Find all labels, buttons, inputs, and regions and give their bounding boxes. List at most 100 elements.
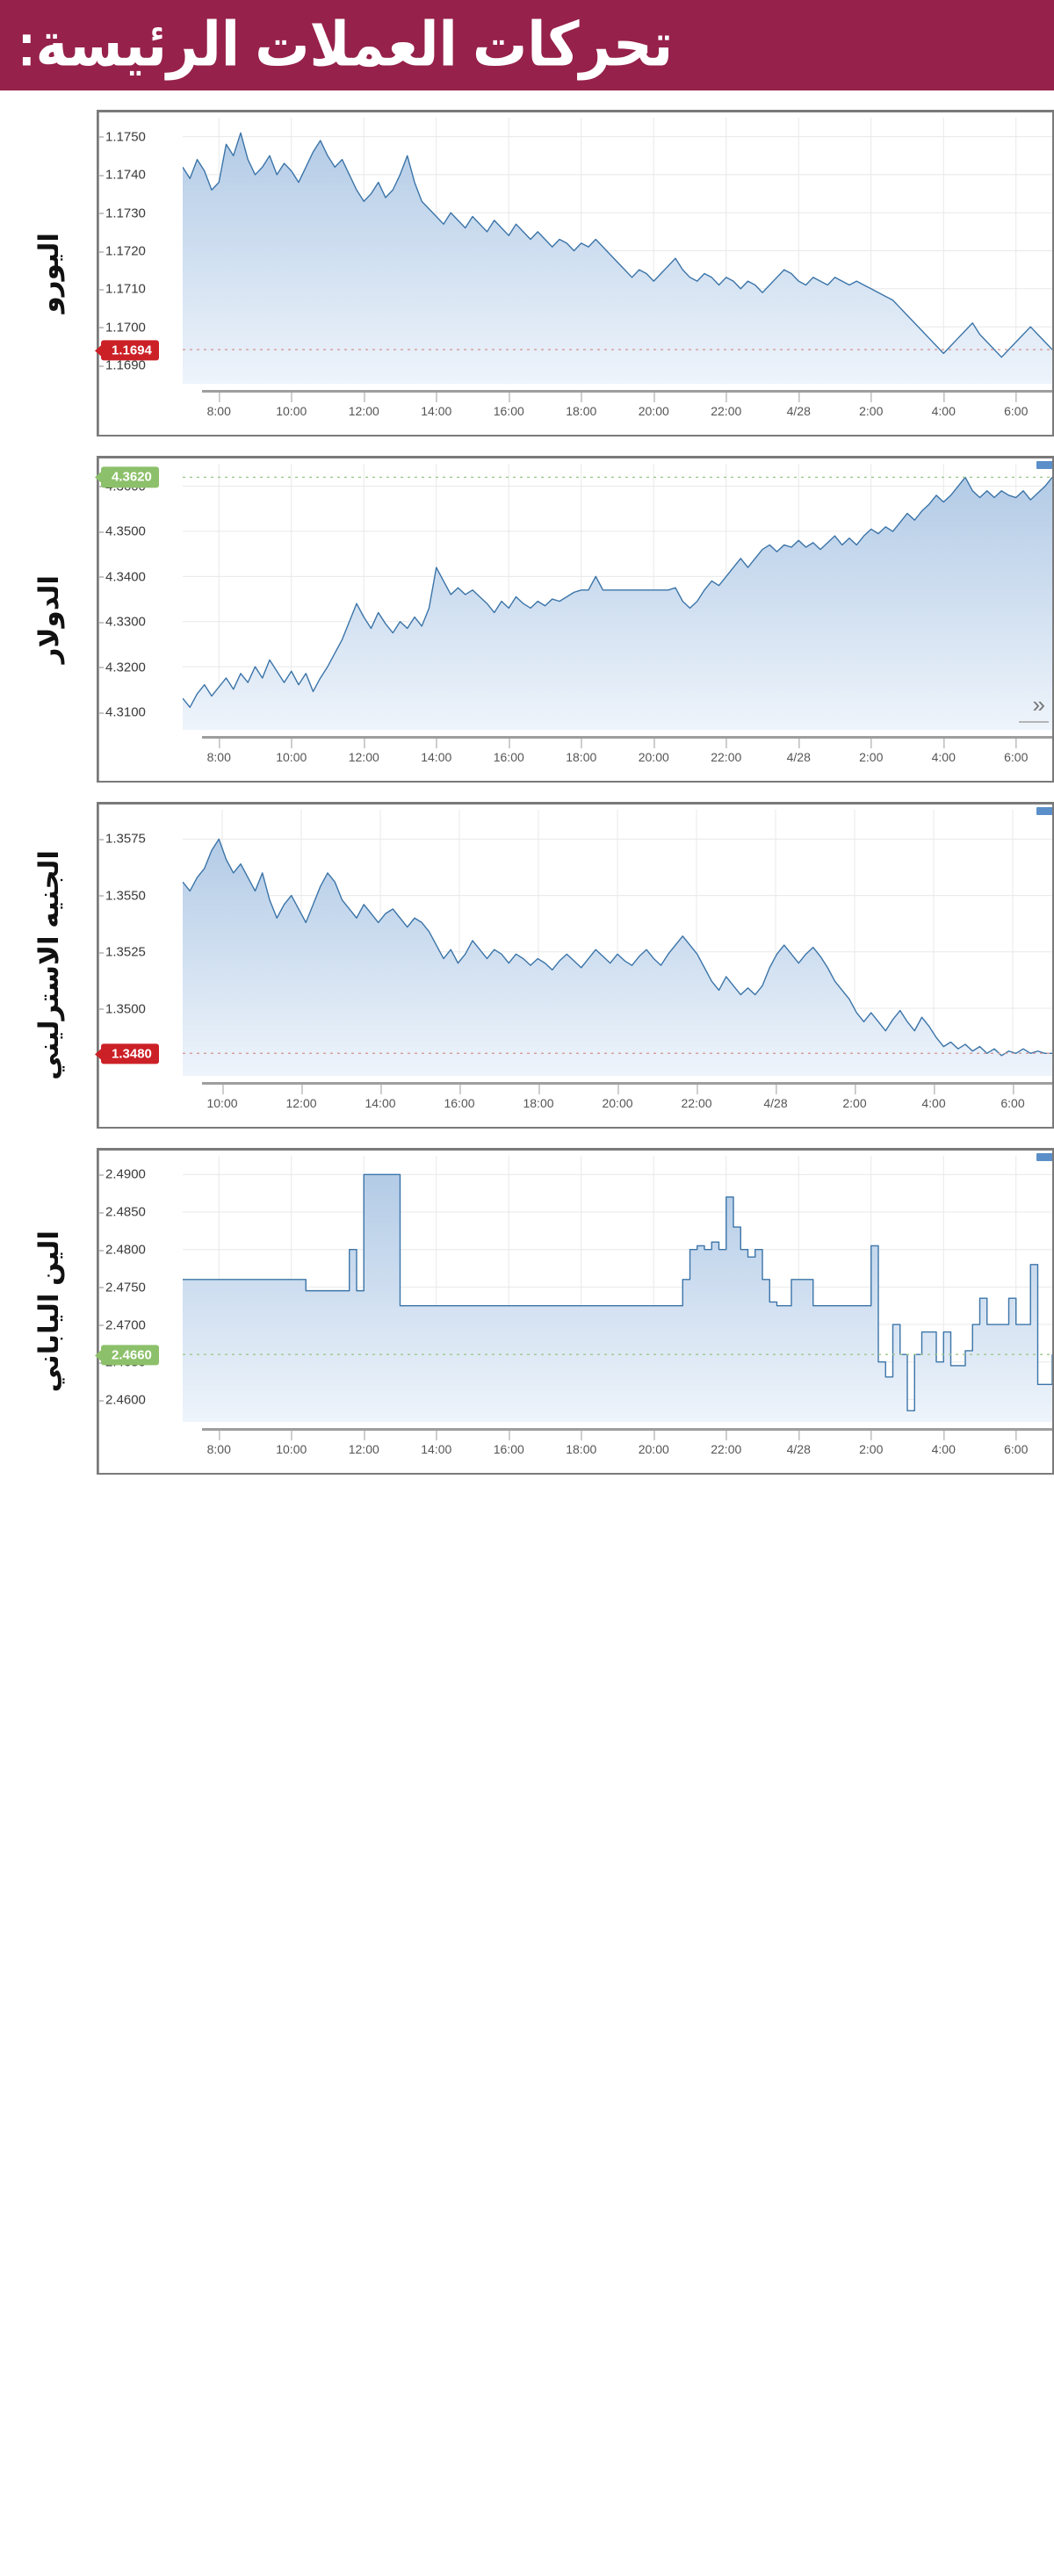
x-axis-tick-label: 22:00	[711, 1431, 741, 1456]
x-axis-tick-label: 10:00	[276, 1431, 307, 1456]
series-svg-sterling	[183, 810, 1052, 1076]
x-axis-tick-label: 8:00	[207, 1431, 231, 1456]
horizontal-scroll-handle[interactable]	[1036, 1153, 1052, 1161]
x-axis-sterling: 10:00 12:00 14:00 16:00 18:00 20:00 22:00 4/28 2…	[183, 1076, 1052, 1127]
y-axis-tick-label: 4.3500	[99, 524, 146, 539]
y-axis-tick-label: 4.3400	[99, 569, 146, 584]
y-axis-sterling: 1.3575 1.3550 1.3525 1.3500 1.3480	[98, 805, 183, 1127]
x-axis-tick-label: 18:00	[566, 739, 596, 764]
y-axis-tick-label: 1.1750	[99, 129, 146, 144]
horizontal-scroll-handle[interactable]	[1036, 461, 1052, 469]
y-axis-tick-label: 4.3100	[99, 705, 146, 720]
y-axis-tick-label: 1.3525	[99, 945, 146, 960]
x-axis-line	[202, 1428, 1052, 1431]
y-axis-tick-label: 2.4700	[99, 1317, 146, 1332]
x-axis-tick-label: 8:00	[207, 739, 231, 764]
chart-panel-yen[interactable]: 8:00 10:00 12:00 14:00 16:00 18:00 20:00 22:00 4…	[97, 1148, 1054, 1475]
y-axis-tick-label: 2.4800	[99, 1243, 146, 1258]
x-axis-tick-label: 14:00	[421, 739, 451, 764]
x-axis-euro: 8:00 10:00 12:00 14:00 16:00 18:00 20:00 22:00 4…	[183, 384, 1052, 435]
x-axis-tick-label: 20:00	[639, 393, 669, 418]
chart-title-dollar: الدولار	[32, 574, 64, 664]
current-price-badge-sterling: 1.3480	[101, 1043, 159, 1064]
y-axis-tick-label: 1.1740	[99, 168, 146, 183]
y-axis-tick-label: 2.4600	[99, 1393, 146, 1408]
series-line	[183, 1174, 1052, 1411]
chart-card-dollar: الدولار » 8:00 10:00 12:00 14:00 16:00 18:00 20:…	[0, 456, 1054, 783]
x-axis-tick-label: 20:00	[602, 1085, 633, 1110]
y-axis-tick-label: 1.1720	[99, 244, 146, 259]
plot-wrapper[interactable]: 8:00 10:00 12:00 14:00 16:00 18:00 20:00 22:00 4…	[183, 1151, 1052, 1473]
x-axis-tick-label: 16:00	[494, 1431, 524, 1456]
x-axis-tick-label: 10:00	[276, 393, 307, 418]
x-axis-yen: 8:00 10:00 12:00 14:00 16:00 18:00 20:00 22:00 4…	[183, 1422, 1052, 1473]
x-axis-tick-label: 4:00	[932, 393, 956, 418]
x-axis-tick-label: 8:00	[207, 393, 231, 418]
chart-card-yen: الين الياباني 8:00 10:00 12:00 14:00 16:00 18:…	[0, 1148, 1054, 1475]
x-axis-tick-label: 22:00	[711, 739, 741, 764]
x-axis-tick-label: 10:00	[206, 1085, 238, 1110]
y-axis-tick-label: 1.3575	[99, 832, 146, 847]
x-axis-tick-label: 4/28	[787, 1431, 811, 1456]
x-axis-tick-label: 22:00	[681, 1085, 712, 1110]
x-axis-tick-label: 16:00	[494, 393, 524, 418]
x-axis-tick-label: 2:00	[859, 739, 883, 764]
y-axis-tick-label: 2.4900	[99, 1167, 146, 1182]
current-price-badge-euro: 1.1694	[101, 340, 159, 361]
chevrons-underline	[1019, 721, 1049, 723]
plot-wrapper[interactable]: 8:00 10:00 12:00 14:00 16:00 18:00 20:00 22:00 4…	[183, 112, 1052, 435]
y-axis-tick-label: 2.4850	[99, 1205, 146, 1220]
x-axis-tick-label: 20:00	[639, 739, 669, 764]
chart-title-euro: اليورو	[32, 233, 64, 314]
chart-panel-sterling[interactable]: 10:00 12:00 14:00 16:00 18:00 20:00 22:00 4/28 2…	[97, 802, 1054, 1129]
chart-label-column: الدولار	[0, 456, 97, 783]
chart-label-column: الجنيه الاسترليني	[0, 802, 97, 1129]
series-line	[183, 133, 1052, 357]
x-axis-line	[202, 390, 1052, 393]
series-area-fill	[183, 477, 1052, 730]
plot-area-sterling[interactable]	[183, 810, 1052, 1076]
x-axis-tick-label: 10:00	[276, 739, 307, 764]
x-axis-tick-label: 6:00	[1004, 1431, 1028, 1456]
y-axis-tick-label: 4.3300	[99, 615, 146, 630]
y-axis-tick-label: 2.4750	[99, 1280, 146, 1295]
series-area-fill	[183, 133, 1052, 384]
x-axis-tick-label: 2:00	[859, 1431, 883, 1456]
chevrons-right-icon[interactable]: »	[1032, 691, 1045, 718]
y-axis-tick-label: 1.1710	[99, 282, 146, 297]
x-axis-tick-label: 6:00	[1004, 393, 1028, 418]
y-axis-tick-label: 1.1690	[99, 358, 146, 373]
x-axis-tick-label: 18:00	[566, 393, 596, 418]
plot-wrapper[interactable]: » 8:00 10:00 12:00 14:00 16:00 18:00 20:00 22:00…	[183, 458, 1052, 781]
chart-label-column: اليورو	[0, 110, 97, 437]
chart-label-column: الين الياباني	[0, 1148, 97, 1475]
x-axis-tick-label: 4:00	[932, 739, 956, 764]
y-axis-tick-label: 4.3200	[99, 660, 146, 675]
series-svg-euro	[183, 118, 1052, 384]
x-axis-tick-label: 4:00	[921, 1085, 946, 1110]
x-axis-tick-label: 22:00	[711, 393, 741, 418]
chart-panel-dollar[interactable]: » 8:00 10:00 12:00 14:00 16:00 18:00 20:00 22:00…	[97, 456, 1054, 783]
x-axis-line	[202, 1082, 1052, 1085]
current-price-badge-dollar: 4.3620	[101, 466, 159, 488]
x-axis-tick-label: 14:00	[421, 1431, 451, 1456]
x-axis-tick-label: 4/28	[787, 393, 811, 418]
plot-area-yen[interactable]	[183, 1156, 1052, 1422]
series-svg-dollar	[183, 464, 1052, 730]
x-axis-tick-label: 16:00	[444, 1085, 475, 1110]
plot-area-euro[interactable]	[183, 118, 1052, 384]
series-svg-yen	[183, 1156, 1052, 1422]
y-axis-tick-label: 1.3550	[99, 888, 146, 903]
plot-wrapper[interactable]: 10:00 12:00 14:00 16:00 18:00 20:00 22:00 4/28 2…	[183, 805, 1052, 1127]
horizontal-scroll-handle[interactable]	[1036, 807, 1052, 815]
y-axis-tick-label: 1.3500	[99, 1001, 146, 1016]
x-axis-dollar: 8:00 10:00 12:00 14:00 16:00 18:00 20:00 22:00 4…	[183, 730, 1052, 781]
x-axis-tick-label: 14:00	[421, 393, 451, 418]
plot-area-dollar[interactable]	[183, 464, 1052, 730]
x-axis-tick-label: 6:00	[1004, 739, 1028, 764]
page-title: تحركات العملات الرئيسة:	[18, 11, 674, 79]
chart-panel-euro[interactable]: 8:00 10:00 12:00 14:00 16:00 18:00 20:00 22:00 4…	[97, 110, 1054, 437]
chart-card-euro: اليورو 8:00 10:00 12:00 14:00 16:00 18:00 20:00…	[0, 110, 1054, 437]
x-axis-tick-label: 20:00	[639, 1431, 669, 1456]
y-axis-dollar: 4.36004.35004.34004.33004.32004.31004.36…	[98, 458, 183, 781]
